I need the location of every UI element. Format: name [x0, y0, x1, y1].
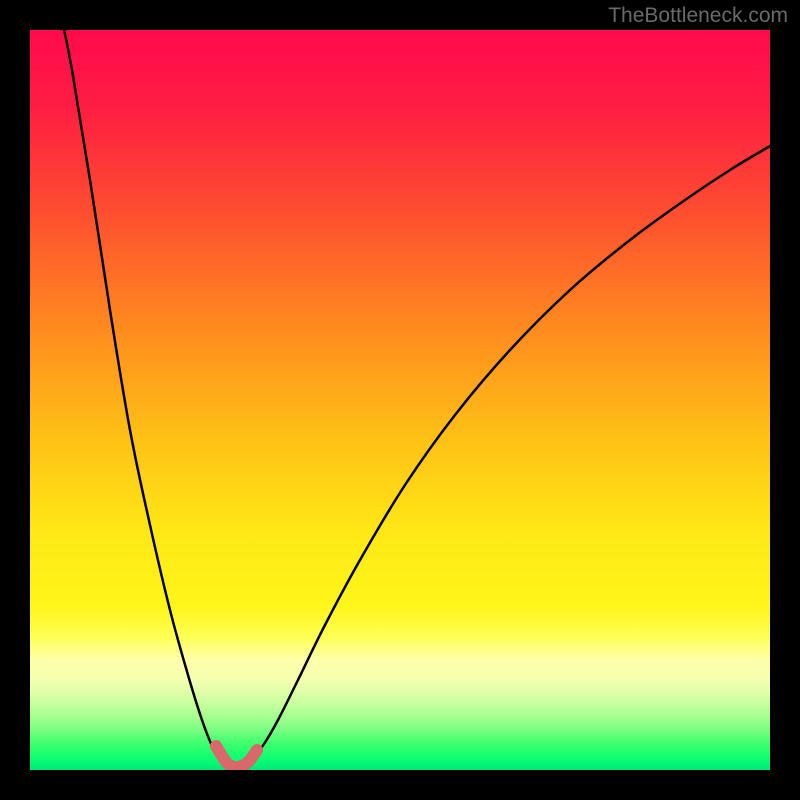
curves-svg: [30, 30, 770, 770]
chart-container: TheBottleneck.com: [0, 0, 800, 800]
border-right: [770, 0, 800, 800]
accent-curve: [216, 746, 257, 767]
main-curve: [62, 30, 770, 768]
border-left: [0, 0, 30, 800]
watermark-text: TheBottleneck.com: [608, 4, 788, 28]
border-bottom: [0, 770, 800, 800]
plot-area: [30, 30, 770, 770]
